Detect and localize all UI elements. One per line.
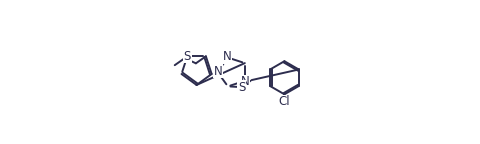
Text: N: N	[222, 50, 231, 63]
Text: Cl: Cl	[278, 95, 289, 108]
Text: N: N	[240, 75, 249, 88]
Text: S: S	[183, 50, 191, 63]
Text: S: S	[238, 81, 245, 94]
Text: N: N	[214, 65, 222, 78]
